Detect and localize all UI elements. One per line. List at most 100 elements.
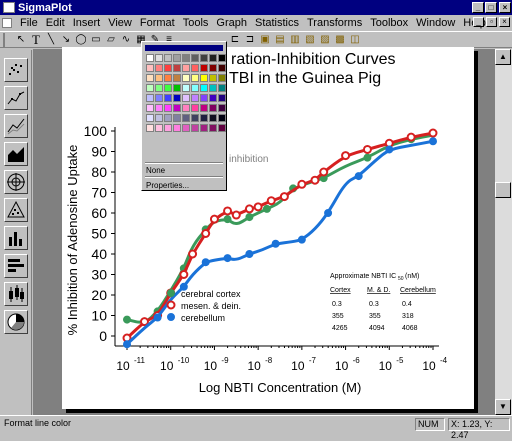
color-swatch[interactable]	[200, 94, 208, 102]
minimize-button[interactable]: _	[472, 2, 484, 13]
fill-color-icon[interactable]: ▦	[136, 34, 146, 45]
color-swatch[interactable]	[146, 74, 154, 82]
color-swatch[interactable]	[209, 104, 217, 112]
color-swatch[interactable]	[191, 124, 199, 132]
color-swatch[interactable]	[209, 64, 217, 72]
color-swatch[interactable]	[218, 64, 226, 72]
color-swatch[interactable]	[209, 94, 217, 102]
color-palette-popup[interactable]: None Properties...	[141, 41, 227, 191]
menu-tools[interactable]: Tools	[182, 16, 209, 29]
menu-file[interactable]: File	[20, 16, 38, 29]
color-swatch[interactable]	[155, 94, 163, 102]
color-swatch[interactable]	[209, 124, 217, 132]
doc-close-button[interactable]: ×	[499, 17, 510, 27]
color-swatch[interactable]	[182, 124, 190, 132]
color-swatch[interactable]	[200, 64, 208, 72]
color-swatch[interactable]	[218, 84, 226, 92]
color-swatch[interactable]	[146, 54, 154, 62]
color-swatch[interactable]	[191, 94, 199, 102]
menu-format[interactable]: Format	[139, 16, 175, 29]
color-swatch[interactable]	[200, 104, 208, 112]
box-plot-button[interactable]	[4, 282, 28, 306]
polygon-tool-icon[interactable]: ▱	[107, 34, 115, 45]
color-swatch[interactable]	[173, 54, 181, 62]
polar-plot-button[interactable]	[4, 170, 28, 194]
color-swatch[interactable]	[218, 74, 226, 82]
vertical-scrollbar[interactable]: ▲ ▼	[495, 49, 512, 415]
maximize-button[interactable]: □	[485, 2, 497, 13]
color-swatch[interactable]	[182, 64, 190, 72]
rectangle-tool-icon[interactable]: ▭	[91, 34, 101, 45]
color-swatch[interactable]	[200, 74, 208, 82]
doc-minimize-button[interactable]: _	[473, 17, 484, 27]
menu-window[interactable]: Window	[416, 16, 456, 29]
color-swatch[interactable]	[209, 84, 217, 92]
color-swatch[interactable]	[191, 74, 199, 82]
document-icon[interactable]	[2, 17, 12, 28]
color-swatch[interactable]	[173, 74, 181, 82]
close-button[interactable]: ×	[499, 2, 511, 13]
color-swatch[interactable]	[200, 114, 208, 122]
color-swatch[interactable]	[173, 94, 181, 102]
color-swatch[interactable]	[173, 124, 181, 132]
color-swatch[interactable]	[191, 104, 199, 112]
arrow-tool-icon[interactable]: ↘	[61, 34, 71, 45]
color-swatch[interactable]	[155, 124, 163, 132]
ellipse-tool-icon[interactable]: ◯	[75, 34, 87, 45]
group-icon[interactable]: ▣	[260, 34, 270, 45]
color-swatch[interactable]	[173, 104, 181, 112]
menu-toolbox[interactable]: Toolbox	[370, 16, 409, 29]
color-swatch[interactable]	[191, 64, 199, 72]
color-swatch[interactable]	[200, 124, 208, 132]
align-left-icon[interactable]: ⊏	[230, 34, 240, 45]
color-swatch[interactable]	[218, 124, 226, 132]
ternary-plot-button[interactable]	[4, 198, 28, 222]
color-swatch[interactable]	[146, 94, 154, 102]
line-color-icon[interactable]: ✎	[150, 34, 160, 45]
select-arrow-icon[interactable]: ↖	[16, 34, 26, 45]
color-swatch[interactable]	[164, 104, 172, 112]
color-swatch[interactable]	[146, 104, 154, 112]
color-swatch[interactable]	[155, 54, 163, 62]
color-swatch[interactable]	[200, 54, 208, 62]
send-back-icon[interactable]: ▧	[305, 34, 315, 45]
color-swatch[interactable]	[191, 114, 199, 122]
color-swatch[interactable]	[155, 104, 163, 112]
scatter-plot-button[interactable]	[4, 58, 28, 82]
color-swatch[interactable]	[218, 104, 226, 112]
line-tool-icon[interactable]: ╲	[47, 34, 55, 45]
graph-page[interactable]	[62, 47, 474, 409]
menu-view[interactable]: View	[108, 16, 132, 29]
doc-restore-button[interactable]: ▫	[486, 17, 497, 27]
color-swatch[interactable]	[164, 124, 172, 132]
area-plot-button[interactable]	[4, 142, 28, 166]
color-swatch[interactable]	[146, 114, 154, 122]
horizontal-bar-button[interactable]	[4, 254, 28, 278]
color-swatch[interactable]	[155, 74, 163, 82]
arrange-icon[interactable]: ▩	[335, 34, 345, 45]
freehand-tool-icon[interactable]: ∿	[121, 34, 131, 45]
color-swatch[interactable]	[173, 64, 181, 72]
color-swatch[interactable]	[182, 104, 190, 112]
ungroup-icon[interactable]: ▤	[275, 34, 285, 45]
color-swatch[interactable]	[146, 124, 154, 132]
color-swatch[interactable]	[182, 84, 190, 92]
color-swatch[interactable]	[182, 54, 190, 62]
line-style-icon[interactable]: ≡	[166, 34, 172, 45]
color-swatch[interactable]	[155, 64, 163, 72]
bar-chart-button[interactable]	[4, 226, 28, 250]
color-swatch[interactable]	[209, 114, 217, 122]
color-swatch[interactable]	[146, 64, 154, 72]
line-scatter-button[interactable]	[4, 86, 28, 110]
color-swatch[interactable]	[209, 74, 217, 82]
scroll-thumb[interactable]	[495, 182, 511, 198]
color-swatch[interactable]	[209, 54, 217, 62]
none-option[interactable]: None	[146, 166, 166, 175]
menu-graph[interactable]: Graph	[216, 16, 247, 29]
color-swatch[interactable]	[173, 114, 181, 122]
color-swatch[interactable]	[218, 54, 226, 62]
menu-transforms[interactable]: Transforms	[307, 16, 363, 29]
scroll-up-button[interactable]: ▲	[495, 49, 511, 65]
color-swatch[interactable]	[218, 114, 226, 122]
color-swatch[interactable]	[155, 84, 163, 92]
